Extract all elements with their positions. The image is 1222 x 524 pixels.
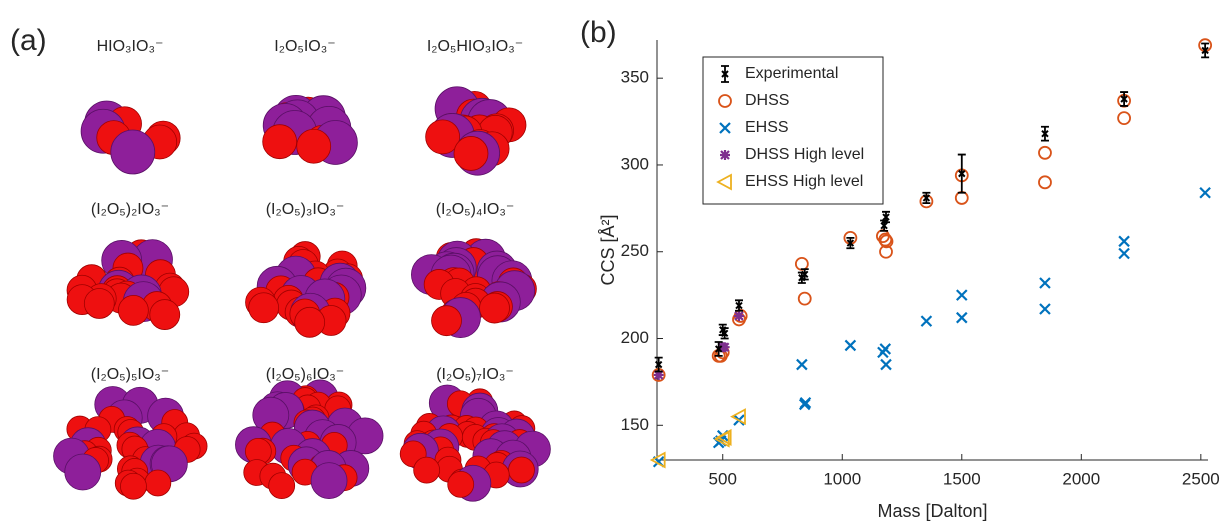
molecule xyxy=(426,87,526,175)
point xyxy=(797,360,807,370)
point xyxy=(1040,278,1050,288)
point xyxy=(956,192,968,204)
point xyxy=(799,293,811,305)
x-tick-label: 2000 xyxy=(1062,469,1100,488)
atom xyxy=(111,130,155,174)
point xyxy=(881,360,891,370)
legend-label: DHSS High level xyxy=(745,146,864,163)
y-tick-label: 350 xyxy=(621,68,649,87)
legend-label: DHSS xyxy=(745,92,789,109)
atom xyxy=(263,125,297,159)
x-tick-label: 1500 xyxy=(943,469,981,488)
point xyxy=(957,313,967,323)
atom xyxy=(454,136,488,170)
point xyxy=(796,258,808,270)
point xyxy=(921,316,931,326)
molecule-label: (I₂O₅)₃IO₃⁻ xyxy=(266,201,345,218)
atom xyxy=(448,471,474,497)
point xyxy=(1039,147,1051,159)
molecule xyxy=(246,242,366,338)
atom xyxy=(508,457,534,483)
molecule-label: I₂O₅HIO₃IO₃⁻ xyxy=(427,38,523,55)
point xyxy=(880,344,890,354)
molecule-label: (I₂O₅)₂IO₃⁻ xyxy=(91,201,169,218)
x-tick-label: 500 xyxy=(709,469,737,488)
point xyxy=(845,340,855,350)
y-tick-label: 200 xyxy=(621,328,649,347)
atom xyxy=(65,454,101,490)
panel-label: (a) xyxy=(10,24,47,57)
y-axis-label: CCS [Å²] xyxy=(598,214,618,285)
atom xyxy=(311,463,347,499)
atom xyxy=(249,293,279,323)
y-tick-label: 150 xyxy=(621,415,649,434)
molecule xyxy=(235,380,383,499)
figure: (a) (b) HIO₃IO₃⁻ I₂O₅IO₃⁻ I₂O₅HIO₃IO₃⁻ (I₂O… xyxy=(0,0,1222,524)
y-tick-label: 250 xyxy=(621,241,649,260)
atom xyxy=(295,307,325,337)
molecule-label: (I₂O₅)₆IO₃⁻ xyxy=(266,366,345,383)
x-tick-label: 1000 xyxy=(823,469,861,488)
molecule xyxy=(67,240,189,330)
panel-label: (b) xyxy=(580,16,617,49)
atom xyxy=(120,473,146,499)
legend-label: EHSS xyxy=(745,119,789,136)
y-tick-label: 300 xyxy=(621,154,649,173)
molecule xyxy=(411,239,536,338)
molecule-label: (I₂O₅)₄IO₃⁻ xyxy=(436,201,515,218)
atom xyxy=(150,300,180,330)
atom xyxy=(414,457,440,483)
point xyxy=(1200,188,1210,198)
point xyxy=(1039,176,1051,188)
x-tick-label: 2500 xyxy=(1182,469,1220,488)
legend-label: Experimental xyxy=(745,65,838,82)
point xyxy=(957,290,967,300)
legend-label: EHSS High level xyxy=(745,173,863,190)
legend-marker xyxy=(720,150,730,160)
atom xyxy=(269,473,295,499)
molecule xyxy=(400,385,550,501)
x-axis-label: Mass [Dalton] xyxy=(877,501,987,521)
point xyxy=(734,311,744,321)
point xyxy=(1040,304,1050,314)
molecule-label: HIO₃IO₃⁻ xyxy=(97,38,164,55)
molecule xyxy=(54,386,208,499)
point xyxy=(1118,112,1130,124)
point xyxy=(1119,248,1129,258)
atom xyxy=(145,470,171,496)
atom xyxy=(297,129,331,163)
atom xyxy=(84,288,114,318)
molecule xyxy=(81,101,180,174)
molecule xyxy=(263,95,358,164)
molecule-label: (I₂O₅)₇IO₃⁻ xyxy=(436,366,514,383)
atom xyxy=(118,295,148,325)
molecule-label: (I₂O₅)₅IO₃⁻ xyxy=(91,366,170,383)
atom xyxy=(480,293,510,323)
molecule-label: I₂O₅IO₃⁻ xyxy=(274,38,335,55)
atom xyxy=(432,306,462,336)
point xyxy=(1119,236,1129,246)
